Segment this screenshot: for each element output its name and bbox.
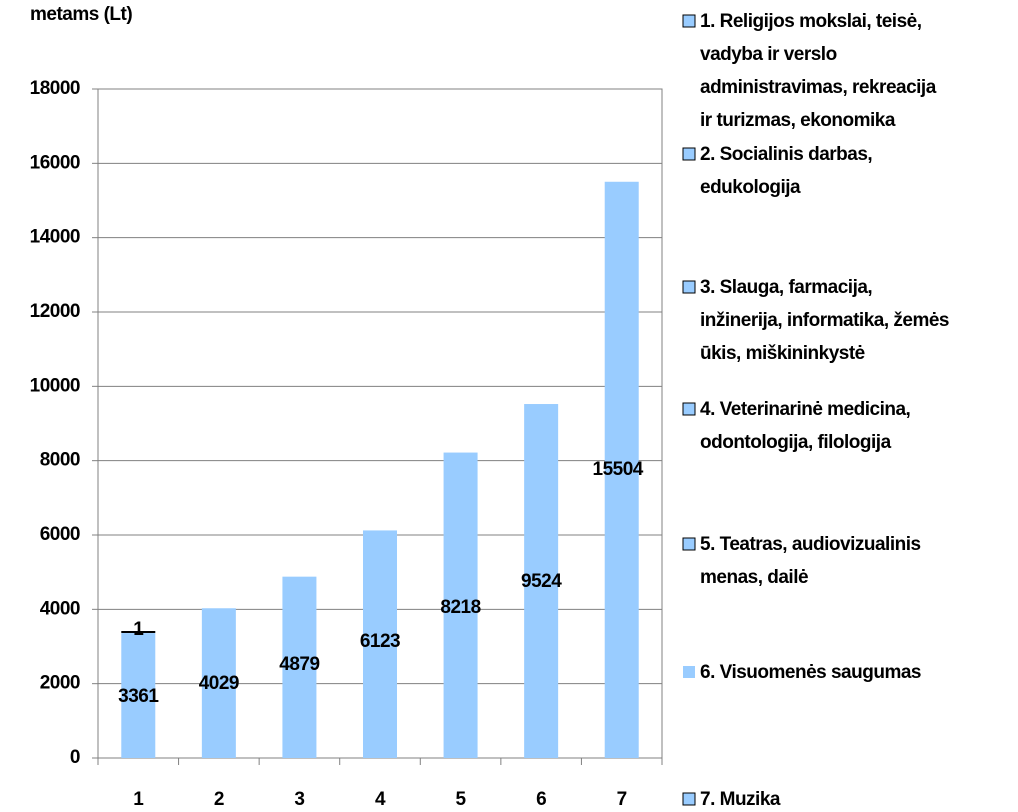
bar bbox=[524, 404, 559, 758]
y-tick-label: 10000 bbox=[30, 375, 80, 396]
legend-swatch bbox=[682, 537, 696, 551]
legend-label: menas, dailė bbox=[700, 567, 808, 588]
data-label: 9524 bbox=[521, 571, 562, 592]
legend-label: inžinerija, informatika, žemės bbox=[700, 310, 949, 331]
chart-title: metams (Lt) bbox=[30, 4, 132, 25]
legend-label: 2. Socialinis darbas, bbox=[700, 144, 872, 165]
legend-label: 6. Visuomenės saugumas bbox=[700, 662, 921, 683]
data-label: 4879 bbox=[279, 654, 319, 675]
legend-swatch bbox=[682, 792, 696, 806]
data-label: 4029 bbox=[199, 673, 239, 694]
x-tick-label: 7 bbox=[617, 789, 627, 810]
legend-label: edukologija bbox=[700, 177, 801, 198]
x-tick-label: 4 bbox=[375, 789, 386, 810]
legend-swatch bbox=[682, 147, 696, 161]
legend-label: 3. Slauga, farmacija, bbox=[700, 277, 872, 298]
y-tick-label: 0 bbox=[70, 747, 80, 768]
x-tick-label: 3 bbox=[294, 789, 304, 810]
legend-label: 4. Veterinarinė medicina, bbox=[700, 399, 911, 420]
y-tick-label: 6000 bbox=[40, 524, 80, 545]
y-tick-label: 8000 bbox=[40, 450, 80, 471]
y-tick-label: 4000 bbox=[40, 598, 80, 619]
legend-label: 1. Religijos mokslai, teisė, bbox=[700, 11, 922, 32]
legend-swatch bbox=[682, 280, 696, 294]
data-label: 6123 bbox=[360, 631, 400, 652]
legend-label: odontologija, filologija bbox=[700, 432, 892, 453]
x-tick-label: 6 bbox=[536, 789, 546, 810]
data-label: 15504 bbox=[593, 459, 644, 480]
legend-swatch bbox=[682, 402, 696, 416]
bar bbox=[201, 608, 236, 758]
y-tick-label: 14000 bbox=[30, 227, 80, 248]
y-tick-label: 16000 bbox=[30, 152, 80, 173]
annotation: 1 bbox=[133, 619, 144, 640]
legend-label: administravimas, rekreacija bbox=[700, 77, 937, 98]
x-tick-label: 2 bbox=[214, 789, 224, 810]
bar bbox=[363, 530, 397, 758]
x-tick-label: 1 bbox=[133, 789, 144, 810]
legend-label: ūkis, miškininkystė bbox=[700, 343, 865, 364]
bar bbox=[282, 576, 317, 758]
legend-label: 7. Muzika bbox=[700, 789, 781, 810]
legend-swatch bbox=[683, 666, 695, 678]
bar bbox=[121, 633, 156, 758]
y-tick-label: 2000 bbox=[40, 673, 80, 694]
bar bbox=[604, 181, 639, 758]
data-label: 8218 bbox=[440, 597, 480, 618]
y-tick-label: 12000 bbox=[30, 301, 80, 322]
y-tick-label: 18000 bbox=[30, 78, 80, 99]
data-label: 3361 bbox=[118, 686, 159, 707]
legend-label: 5. Teatras, audiovizualinis bbox=[700, 534, 921, 555]
bar bbox=[443, 452, 478, 758]
legend-swatch bbox=[682, 14, 696, 28]
legend-label: ir turizmas, ekonomika bbox=[700, 110, 896, 131]
x-tick-label: 5 bbox=[456, 789, 467, 810]
legend-label: vadyba ir verslo bbox=[700, 44, 837, 65]
